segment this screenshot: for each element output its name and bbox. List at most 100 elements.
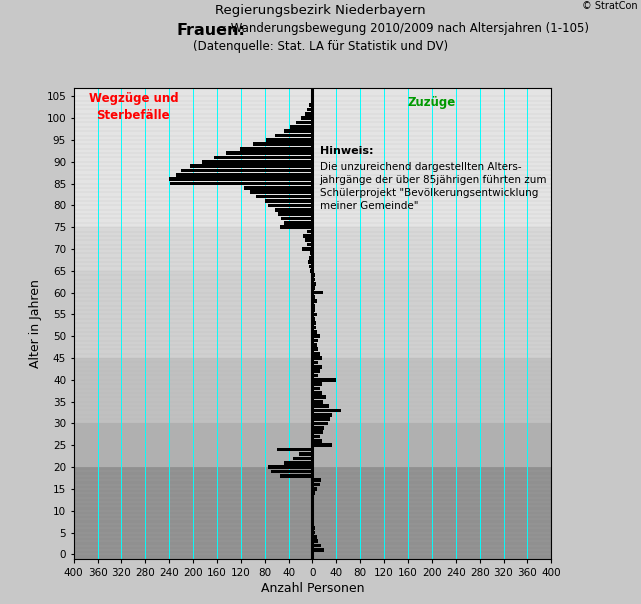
Bar [312,335,320,338]
Bar [301,116,312,120]
Bar [312,518,314,521]
Bar [312,278,315,281]
Text: Regierungsbezirk Niederbayern: Regierungsbezirk Niederbayern [215,4,426,18]
Bar [306,243,312,246]
Bar [290,125,312,129]
Bar [312,317,315,321]
Text: (Datenquelle: Stat. LA für Statistik und DV): (Datenquelle: Stat. LA für Statistik und… [193,40,448,54]
Bar [284,129,312,133]
Bar [312,300,317,303]
Bar [312,535,317,539]
Bar [169,178,312,181]
Bar [312,326,316,329]
Bar [312,382,322,386]
X-axis label: Anzahl Personen: Anzahl Personen [261,582,364,595]
Text: Wegzüge und
Sterbefälle: Wegzüge und Sterbefälle [88,92,178,122]
Bar [309,103,312,107]
Bar [307,108,312,111]
Text: Hinweis:: Hinweis: [320,147,373,156]
Bar [312,365,322,368]
Bar [312,417,330,421]
Bar [310,269,312,272]
Bar [279,225,312,229]
Bar [312,539,319,543]
Bar [312,374,319,378]
Bar [214,155,312,159]
Bar [294,457,312,460]
Bar [312,509,314,513]
Bar [284,221,312,225]
Bar [299,452,312,456]
Bar [276,208,312,211]
Text: Zuzüge: Zuzüge [408,97,456,109]
Bar [271,469,312,474]
Bar [226,151,312,155]
Bar [311,99,312,103]
Bar [312,522,314,525]
Bar [253,143,312,146]
Bar [244,186,312,190]
Bar [190,164,312,168]
Bar [312,422,328,425]
Bar [74,467,551,559]
Bar [312,339,319,342]
Bar [312,408,341,413]
Bar [312,304,315,307]
Bar [302,247,312,251]
Bar [312,487,317,491]
Bar [304,239,312,242]
Bar [284,461,312,464]
Bar [309,265,312,268]
Bar [281,217,312,220]
Bar [74,358,551,423]
Bar [312,312,317,316]
Bar [277,448,312,452]
Bar [312,286,315,290]
Bar [308,260,312,264]
Bar [312,478,321,482]
Bar [171,182,312,185]
Bar [312,400,323,403]
Bar [74,423,551,467]
Text: Frauen:: Frauen: [176,23,245,38]
Bar [250,190,312,194]
Bar [268,204,312,207]
Bar [296,121,312,124]
Bar [312,404,329,408]
Bar [312,526,315,530]
Bar [265,199,312,203]
Bar [312,369,320,373]
Bar [312,430,323,434]
Bar [181,169,312,172]
Text: Die unzureichend dargestellten Alters-
jahrgänge der über 85jährigen führten zum: Die unzureichend dargestellten Alters- j… [320,162,547,211]
Bar [312,544,321,547]
Bar [276,133,312,138]
Bar [312,443,331,447]
Bar [312,496,314,500]
Bar [256,194,312,199]
Bar [309,256,312,260]
Bar [310,251,312,255]
Bar [312,361,319,364]
Bar [312,396,326,399]
Bar [312,531,315,535]
Bar [312,356,322,360]
Bar [312,330,317,334]
Bar [312,492,315,495]
Bar [312,378,337,382]
Bar [312,387,320,390]
Bar [312,548,324,552]
Bar [278,212,312,216]
Bar [312,308,315,312]
Y-axis label: Alter in Jahren: Alter in Jahren [29,278,42,368]
Bar [306,230,312,233]
Bar [303,234,312,238]
Text: © StratCon: © StratCon [582,1,638,11]
Bar [312,391,322,395]
Bar [304,112,312,115]
Bar [202,160,312,164]
Bar [312,347,319,351]
Bar [312,352,320,356]
Bar [312,483,320,486]
Text: : Wanderungsbewegung 2010/2009 nach Altersjahren (1-105): : Wanderungsbewegung 2010/2009 nach Alte… [223,22,589,36]
